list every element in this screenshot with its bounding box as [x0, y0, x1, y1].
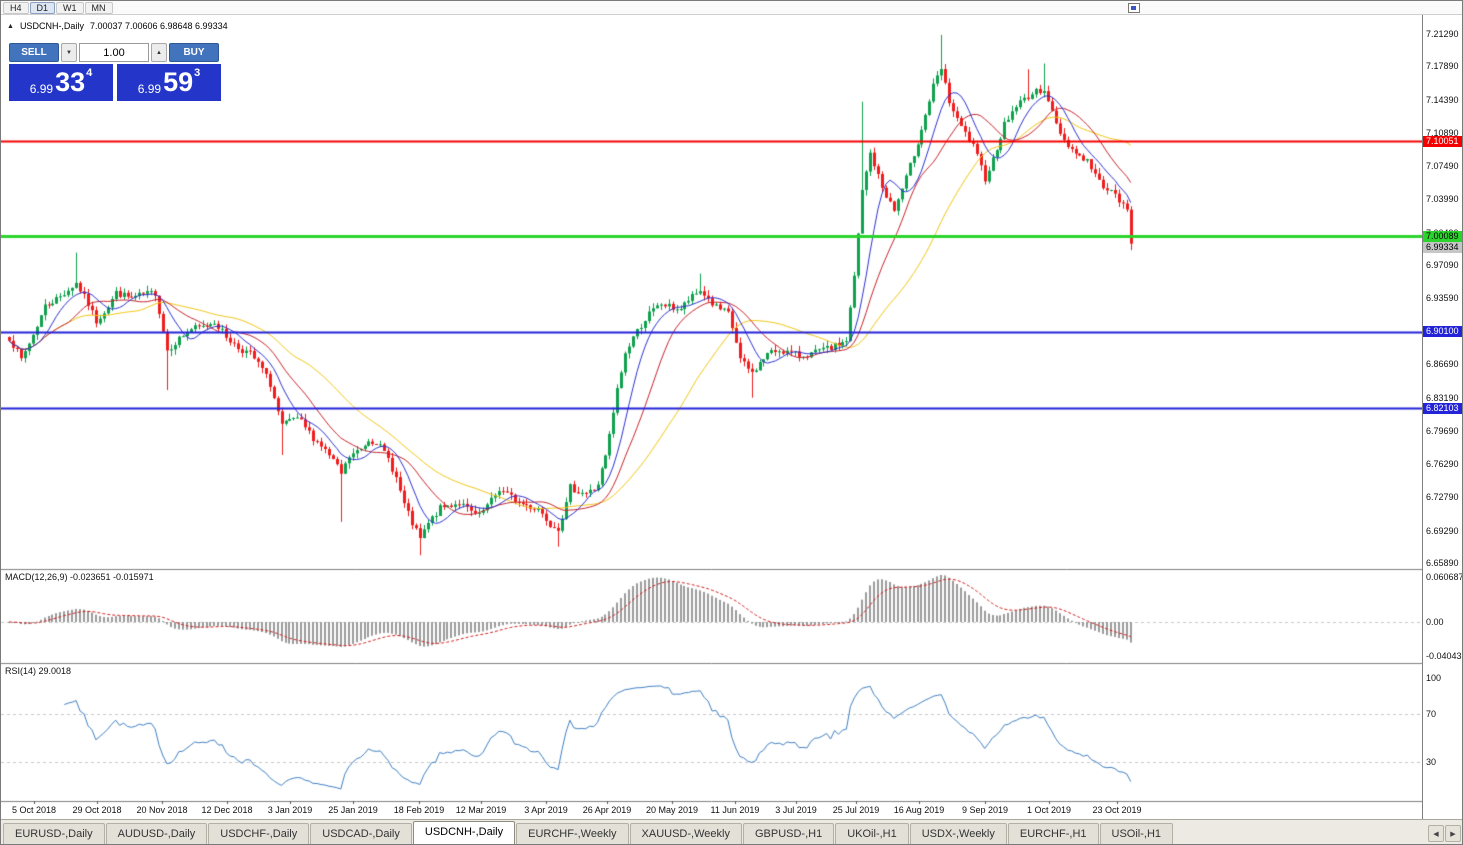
rsi-axis-label: 100	[1426, 673, 1442, 683]
price-tick-label: 7.03990	[1426, 194, 1459, 205]
tab-gbpusd-h1[interactable]: GBPUSD-,H1	[742, 823, 835, 844]
timeframe-button-group: H4 D1 W1 MN	[3, 1, 114, 14]
price-tick-label: 6.69290	[1426, 525, 1459, 536]
tab-eurusd-daily[interactable]: EURUSD-,Daily	[3, 823, 105, 844]
one-click-trading-panel: SELL ▼ ▲ BUY 6.99 33 4 6.99 59 3	[9, 43, 221, 101]
rsi-axis-label: 30	[1426, 757, 1437, 767]
price-tick-label: 6.72790	[1426, 492, 1459, 503]
chart-workspace: ▲ USDCNH-,Daily 7.00037 7.00606 6.98648 …	[1, 15, 1463, 819]
chart-title: ▲ USDCNH-,Daily 7.00037 7.00606 6.98648 …	[7, 21, 228, 31]
price-tick-label: 7.21290	[1426, 29, 1459, 39]
date-tick-label: 26 Apr 2019	[582, 805, 632, 815]
volume-input[interactable]	[79, 43, 149, 62]
macd-axis-label: 0.00	[1426, 617, 1444, 627]
timeframe-toolbar: H4 D1 W1 MN	[1, 1, 1462, 15]
tab-usdcad-daily[interactable]: USDCAD-,Daily	[310, 823, 412, 844]
sell-price-panel[interactable]: 6.99 33 4	[9, 64, 113, 101]
date-tick-label: 3 Jan 2019	[267, 805, 313, 815]
date-tick-label: 25 Jan 2019	[328, 805, 378, 815]
tab-ukoil-h1[interactable]: UKOil-,H1	[835, 823, 909, 844]
one-click-quotes-row: 6.99 33 4 6.99 59 3	[9, 64, 221, 101]
tab-xauusd-weekly[interactable]: XAUUSD-,Weekly	[629, 823, 742, 844]
tabs-scroll-controls: ◀ ▶	[1428, 825, 1461, 842]
price-axis[interactable]: 7.21290 7.17890 7.14390 7.10890 7.07490 7.039…	[1422, 15, 1463, 819]
volume-decrease-button[interactable]: ▼	[61, 43, 77, 62]
timeframe-button-mn[interactable]: MN	[84, 1, 113, 14]
collapse-panel-icon[interactable]: ▲	[7, 22, 14, 30]
timeframe-button-h4[interactable]: H4	[3, 1, 29, 14]
date-tick-label: 3 Apr 2019	[524, 805, 568, 815]
level-price-marker: 6.90100	[1423, 326, 1462, 338]
date-tick-label: 16 Aug 2019	[893, 805, 945, 815]
level-price-marker: 6.82103	[1423, 402, 1462, 414]
rsi-indicator-label: RSI(14) 29.0018	[5, 666, 72, 676]
chart-tabs-list: EURUSD-,Daily AUDUSD-,Daily USDCHF-,Daily U…	[3, 821, 1174, 844]
price-chart-canvas[interactable]	[1, 15, 1422, 819]
macd-axis-label: -0.040432	[1426, 651, 1463, 661]
sell-price-prefix: 6.99	[29, 82, 54, 96]
level-price-marker: 7.10051	[1423, 135, 1462, 147]
date-tick-label: 18 Feb 2019	[393, 805, 445, 815]
price-tick-label: 6.83190	[1426, 392, 1459, 403]
rsi-axis-label: 70	[1426, 709, 1437, 719]
buy-price-prefix: 6.99	[137, 82, 162, 96]
sell-price-pip-digit: 4	[86, 67, 93, 79]
price-tick-label: 6.76290	[1426, 458, 1459, 469]
price-tick-label: 6.97090	[1426, 260, 1459, 271]
level-price-marker: 7.00089	[1423, 230, 1462, 242]
date-tick-label: 3 Jul 2019	[775, 805, 817, 815]
date-tick-label: 5 Oct 2018	[11, 805, 57, 815]
time-axis[interactable]: 5 Oct 2018 29 Oct 2018 20 Nov 2018 12 Dec 2…	[1, 801, 1422, 819]
date-tick-label: 25 Jul 2019	[832, 805, 880, 815]
tab-usdx-weekly[interactable]: USDX-,Weekly	[909, 823, 1007, 844]
chart-symbol-period: USDCNH-,Daily	[19, 21, 84, 31]
tab-audusd-daily[interactable]: AUDUSD-,Daily	[105, 823, 208, 844]
date-tick-label: 9 Sep 2019	[961, 805, 1009, 815]
price-tick-label: 6.79690	[1426, 426, 1459, 437]
macd-indicator-label: MACD(12,26,9) -0.023651 -0.015971	[5, 572, 154, 582]
tab-usoil-h1[interactable]: USOil-,H1	[1099, 823, 1174, 844]
buy-button[interactable]: BUY	[169, 43, 219, 62]
chart-shift-icon-glyph	[1131, 6, 1136, 10]
price-tick-label: 7.10890	[1426, 128, 1459, 139]
macd-axis-label: 0.060687	[1426, 572, 1463, 582]
chart-ohlc-values: 7.00037 7.00606 6.98648 6.99334	[89, 21, 228, 31]
buy-price-pip-digit: 3	[194, 67, 201, 79]
volume-increase-button[interactable]: ▲	[151, 43, 167, 62]
buy-price-panel[interactable]: 6.99 59 3	[117, 64, 221, 101]
timeframe-button-w1[interactable]: W1	[56, 1, 84, 14]
tabs-scroll-right-button[interactable]: ▶	[1445, 825, 1461, 842]
chart-tabs-bar: EURUSD-,Daily AUDUSD-,Daily USDCHF-,Daily U…	[1, 819, 1462, 844]
tab-usdchf-daily[interactable]: USDCHF-,Daily	[208, 823, 310, 844]
timeframe-button-d1[interactable]: D1	[29, 1, 56, 14]
date-tick-label: 20 May 2019	[645, 805, 699, 815]
price-tick-label: 6.65890	[1426, 557, 1459, 568]
price-tick-label: 7.07490	[1426, 160, 1459, 171]
date-tick-label: 12 Mar 2019	[455, 805, 507, 815]
buy-price-main-digits: 59	[163, 67, 194, 97]
last-price-marker: 6.99334	[1423, 241, 1462, 253]
sell-button[interactable]: SELL	[9, 43, 59, 62]
price-tick-label: 7.17890	[1426, 61, 1459, 72]
date-tick-label: 20 Nov 2018	[136, 805, 188, 815]
tabs-scroll-left-button[interactable]: ◀	[1428, 825, 1444, 842]
price-tick-label: 6.86690	[1426, 359, 1459, 370]
date-tick-label: 11 Jun 2019	[710, 805, 760, 815]
tab-eurchf-weekly[interactable]: EURCHF-,Weekly	[516, 823, 629, 844]
price-tick-label: 6.93590	[1426, 293, 1459, 304]
sell-price-main-digits: 33	[55, 67, 86, 97]
date-tick-label: 12 Dec 2018	[201, 805, 253, 815]
date-tick-label: 1 Oct 2019	[1026, 805, 1072, 815]
date-tick-label: 29 Oct 2018	[72, 805, 122, 815]
tab-eurchf-h1[interactable]: EURCHF-,H1	[1007, 823, 1099, 844]
date-tick-label: 23 Oct 2019	[1092, 805, 1142, 815]
chart-shift-icon[interactable]	[1128, 3, 1140, 13]
one-click-controls-row: SELL ▼ ▲ BUY	[9, 43, 221, 62]
price-tick-label: 7.14390	[1426, 94, 1459, 105]
tab-usdcnh-daily[interactable]: USDCNH-,Daily	[412, 821, 516, 844]
